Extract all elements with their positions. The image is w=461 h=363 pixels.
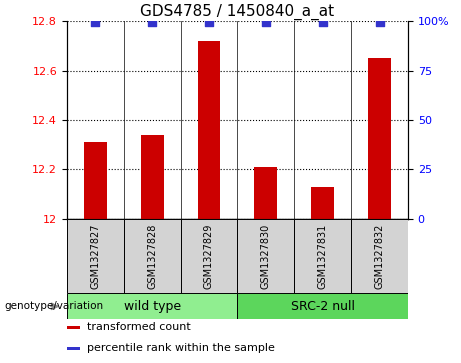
FancyBboxPatch shape [181, 219, 237, 293]
FancyBboxPatch shape [237, 293, 408, 319]
Text: GSM1327832: GSM1327832 [374, 223, 384, 289]
Text: wild type: wild type [124, 300, 181, 313]
FancyBboxPatch shape [124, 219, 181, 293]
Text: GSM1327827: GSM1327827 [90, 223, 100, 289]
Text: GSM1327829: GSM1327829 [204, 223, 214, 289]
Bar [311, 187, 334, 219]
FancyBboxPatch shape [237, 219, 294, 293]
FancyBboxPatch shape [351, 219, 408, 293]
Bar [368, 58, 391, 219]
Point [148, 19, 156, 25]
Title: GDS4785 / 1450840_a_at: GDS4785 / 1450840_a_at [140, 4, 335, 20]
FancyBboxPatch shape [67, 219, 124, 293]
Point [262, 19, 270, 25]
Text: transformed count: transformed count [87, 322, 191, 333]
Text: GSM1327828: GSM1327828 [147, 223, 157, 289]
Text: GSM1327831: GSM1327831 [318, 224, 328, 289]
Bar [84, 142, 106, 219]
Bar [254, 167, 277, 219]
Text: percentile rank within the sample: percentile rank within the sample [87, 343, 275, 353]
Point [92, 19, 99, 25]
Point [319, 19, 326, 25]
Point [376, 19, 383, 25]
FancyBboxPatch shape [67, 293, 237, 319]
Bar [141, 135, 164, 219]
FancyBboxPatch shape [294, 219, 351, 293]
Text: SRC-2 null: SRC-2 null [291, 300, 355, 313]
Bar [67, 347, 81, 350]
Text: genotype/variation: genotype/variation [5, 301, 104, 311]
Point [205, 19, 213, 25]
Text: GSM1327830: GSM1327830 [261, 224, 271, 289]
Bar [198, 41, 220, 219]
Bar [67, 326, 81, 329]
